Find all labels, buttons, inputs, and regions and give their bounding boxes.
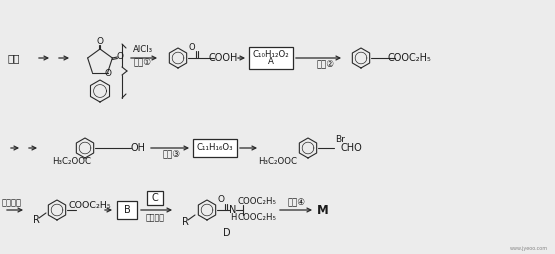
Bar (147, 191, 163, 205)
Text: R: R (181, 217, 189, 227)
Text: O: O (218, 196, 225, 204)
Text: O: O (104, 69, 111, 78)
Bar (249, 47, 293, 69)
Text: R: R (33, 215, 39, 225)
Text: 一定条件: 一定条件 (145, 214, 164, 223)
Text: CHO: CHO (340, 143, 362, 153)
Text: D: D (223, 228, 231, 238)
Text: H: H (230, 214, 236, 223)
Text: C₁₀H₁₂O₂: C₁₀H₁₂O₂ (253, 50, 289, 59)
Text: C: C (152, 193, 158, 203)
Text: H₃C₂OOC: H₃C₂OOC (259, 157, 297, 167)
Text: 一定条件: 一定条件 (2, 198, 22, 208)
Text: 反应②: 反应② (317, 59, 335, 69)
Text: N: N (229, 205, 236, 215)
Text: M: M (317, 203, 329, 216)
Text: O: O (117, 53, 124, 61)
Text: AlCl₃: AlCl₃ (133, 45, 153, 55)
Bar (117, 201, 137, 219)
Text: 反应④: 反应④ (288, 198, 306, 208)
Text: H₃C₂OOC: H₃C₂OOC (53, 157, 92, 167)
Text: 丁烷: 丁烷 (8, 53, 21, 63)
Bar (193, 139, 237, 157)
Text: COOC₂H₅: COOC₂H₅ (69, 201, 112, 211)
Text: O: O (97, 38, 103, 46)
Text: A: A (268, 57, 274, 66)
Text: 反应①: 反应① (134, 58, 152, 68)
Text: www.jyeoo.com: www.jyeoo.com (510, 246, 548, 251)
Text: COOH: COOH (208, 53, 238, 63)
Text: B: B (124, 205, 130, 215)
Text: Br: Br (335, 135, 345, 144)
Text: COOC₂H₅: COOC₂H₅ (238, 198, 276, 207)
Text: 反应③: 反应③ (163, 150, 181, 158)
Text: COOC₂H₅: COOC₂H₅ (238, 214, 276, 223)
Text: C₁₁H₁₆O₃: C₁₁H₁₆O₃ (196, 144, 233, 152)
Text: O: O (189, 43, 195, 53)
Text: OH: OH (130, 143, 145, 153)
Text: COOC₂H₅: COOC₂H₅ (387, 53, 431, 63)
